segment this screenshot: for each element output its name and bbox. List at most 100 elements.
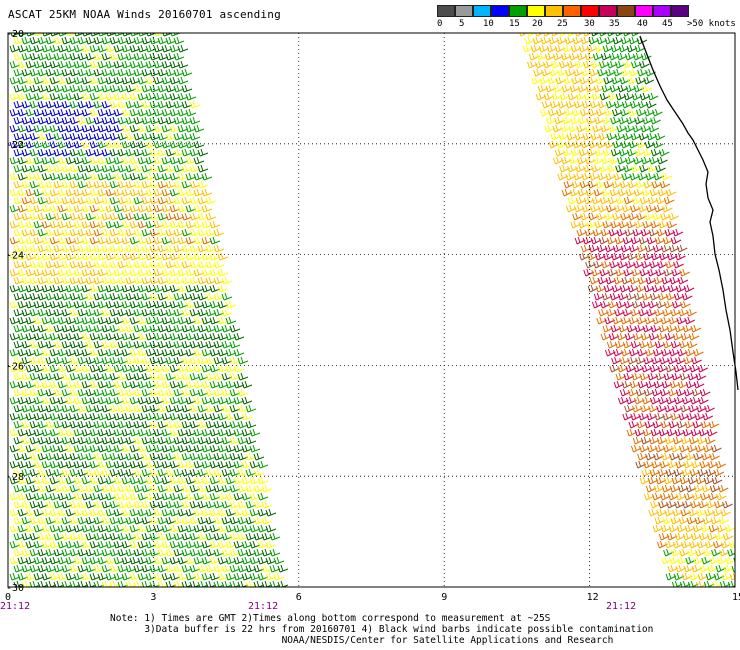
wind-barb <box>567 33 576 37</box>
wind-barb <box>249 444 261 453</box>
wind-barb <box>519 33 528 37</box>
wind-barb <box>679 300 691 309</box>
wind-barb <box>229 324 241 333</box>
wind-barb <box>261 484 273 493</box>
wind-barb <box>551 33 560 37</box>
wind-barb <box>639 60 650 69</box>
legend-swatch <box>635 5 653 17</box>
lon-label: 9 <box>441 592 447 603</box>
wind-barb <box>640 52 652 61</box>
wind-barb <box>688 332 700 341</box>
lon-label: 12 <box>587 592 599 603</box>
wind-barb <box>221 292 233 301</box>
wind-barb <box>697 364 709 373</box>
lon-label: 15 <box>732 592 740 603</box>
wind-barb <box>655 164 666 173</box>
wind-barb <box>731 564 735 573</box>
legend-swatch <box>671 5 689 17</box>
wind-barb <box>181 68 193 77</box>
legend-swatch <box>617 5 635 17</box>
wind-barb <box>623 33 632 37</box>
wind-barb <box>261 516 273 525</box>
wind-barb <box>217 284 229 293</box>
wind-barb <box>666 220 678 229</box>
wind-barb <box>253 468 265 477</box>
wind-barb <box>213 260 225 269</box>
wind-barb <box>583 33 592 37</box>
wind-barb <box>704 436 716 445</box>
lat-label: -20 <box>6 29 24 40</box>
legend-swatch <box>527 5 545 17</box>
wind-barb <box>201 172 213 181</box>
legend-label: 10 <box>483 19 494 29</box>
wind-barb <box>658 148 670 157</box>
wind-barb <box>173 52 185 61</box>
wind-barb <box>233 332 245 341</box>
wind-barb <box>237 388 249 397</box>
wind-barb <box>736 581 740 588</box>
wind-barb <box>177 44 189 53</box>
wind-barb <box>643 76 655 85</box>
wind-barb <box>651 108 663 117</box>
wind-barb <box>201 204 213 213</box>
grid-lines <box>8 33 735 587</box>
wind-barb <box>683 284 695 293</box>
wind-barb <box>706 428 718 437</box>
wind-barb <box>676 244 688 253</box>
wind-barb <box>185 92 197 101</box>
lon-label: 6 <box>296 592 302 603</box>
lat-label: -22 <box>6 140 24 151</box>
wind-barb <box>699 388 711 397</box>
wind-barb <box>205 196 217 205</box>
wind-barb <box>631 33 640 37</box>
wind-barb <box>273 556 285 565</box>
wind-barb <box>245 404 257 413</box>
wind-barb <box>708 420 720 429</box>
longitude-labels: 0 3 6 9 12 15 <box>5 592 740 603</box>
legend-label: 45 <box>662 19 673 29</box>
legend-label: 25 <box>557 19 568 29</box>
wind-barb <box>197 148 209 157</box>
wind-barb <box>217 268 229 277</box>
wind-barb <box>668 212 679 221</box>
wind-barb <box>173 36 185 45</box>
legend-label: 35 <box>609 19 620 29</box>
wind-barb <box>728 540 735 549</box>
wind-barb <box>233 364 245 373</box>
wind-barb <box>672 228 684 237</box>
wind-barb <box>229 340 241 349</box>
wind-barb <box>575 33 584 37</box>
wind-barb <box>273 572 285 581</box>
wind-barb <box>591 33 600 37</box>
wind-barb <box>702 412 714 421</box>
wind-barb <box>261 500 273 509</box>
legend-label: >50 knots <box>687 19 736 29</box>
wind-barb <box>679 268 691 277</box>
wind-barb <box>690 324 702 333</box>
wind-barb <box>257 492 269 501</box>
wind-barb <box>607 33 616 37</box>
legend-label: 5 <box>459 19 465 29</box>
legend-label: 0 <box>437 19 443 29</box>
coastline <box>639 35 739 391</box>
wind-barb <box>713 468 725 477</box>
wind-barb <box>711 476 723 485</box>
wind-barb <box>654 132 666 141</box>
legend-swatch <box>473 5 491 17</box>
legend-swatch <box>563 5 581 17</box>
wind-barb <box>257 460 269 469</box>
wind-barb <box>177 60 189 69</box>
wind-barb <box>269 532 281 541</box>
wind-barb <box>193 140 205 149</box>
wind-barb <box>241 396 253 405</box>
time-label: 21:12 <box>606 601 636 612</box>
wind-barb <box>265 508 277 517</box>
wind-barb <box>265 524 277 533</box>
wind-barb <box>686 308 697 317</box>
wind-barb <box>237 356 249 365</box>
wind-barb <box>715 460 727 469</box>
wind-barb <box>559 33 568 37</box>
lat-label: -28 <box>6 472 24 483</box>
wind-barb <box>648 124 660 133</box>
note-line-1: Note: 1) Times are GMT 2)Times along bot… <box>110 613 551 624</box>
